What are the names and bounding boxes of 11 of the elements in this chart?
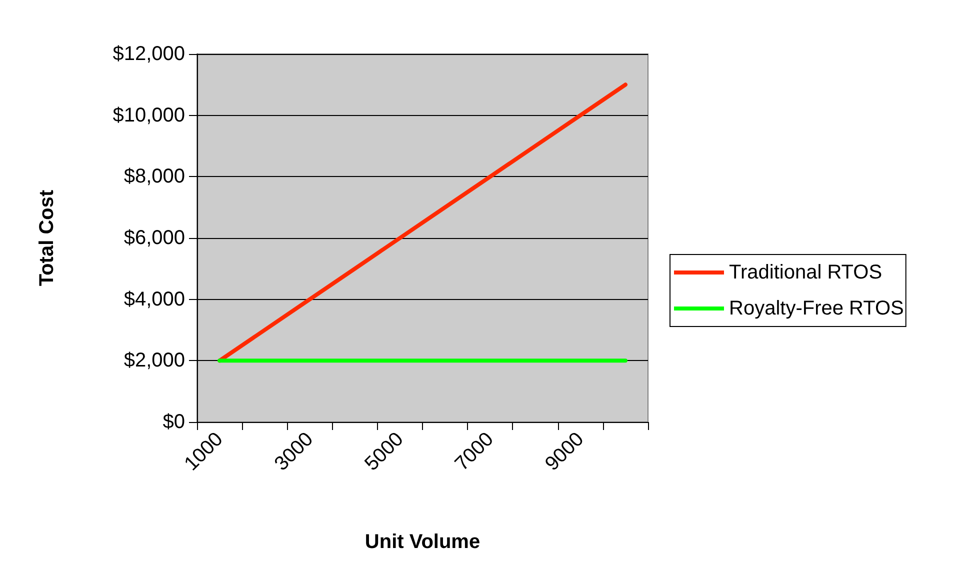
y-tick-label: $8,000 (124, 166, 185, 188)
y-tick-label: $2,000 (124, 350, 185, 372)
y-tick-label: $12,000 (112, 43, 185, 65)
y-tick-label: $0 (162, 411, 185, 433)
y-axis-title: Total Cost (36, 190, 58, 286)
y-tick-label: $10,000 (112, 104, 185, 126)
legend-label: Traditional RTOS (729, 262, 882, 284)
x-axis-title: Unit Volume (364, 531, 480, 553)
y-tick-label: $6,000 (124, 227, 185, 249)
legend-label: Royalty-Free RTOS (729, 298, 904, 320)
y-tick-label: $4,000 (124, 288, 185, 310)
